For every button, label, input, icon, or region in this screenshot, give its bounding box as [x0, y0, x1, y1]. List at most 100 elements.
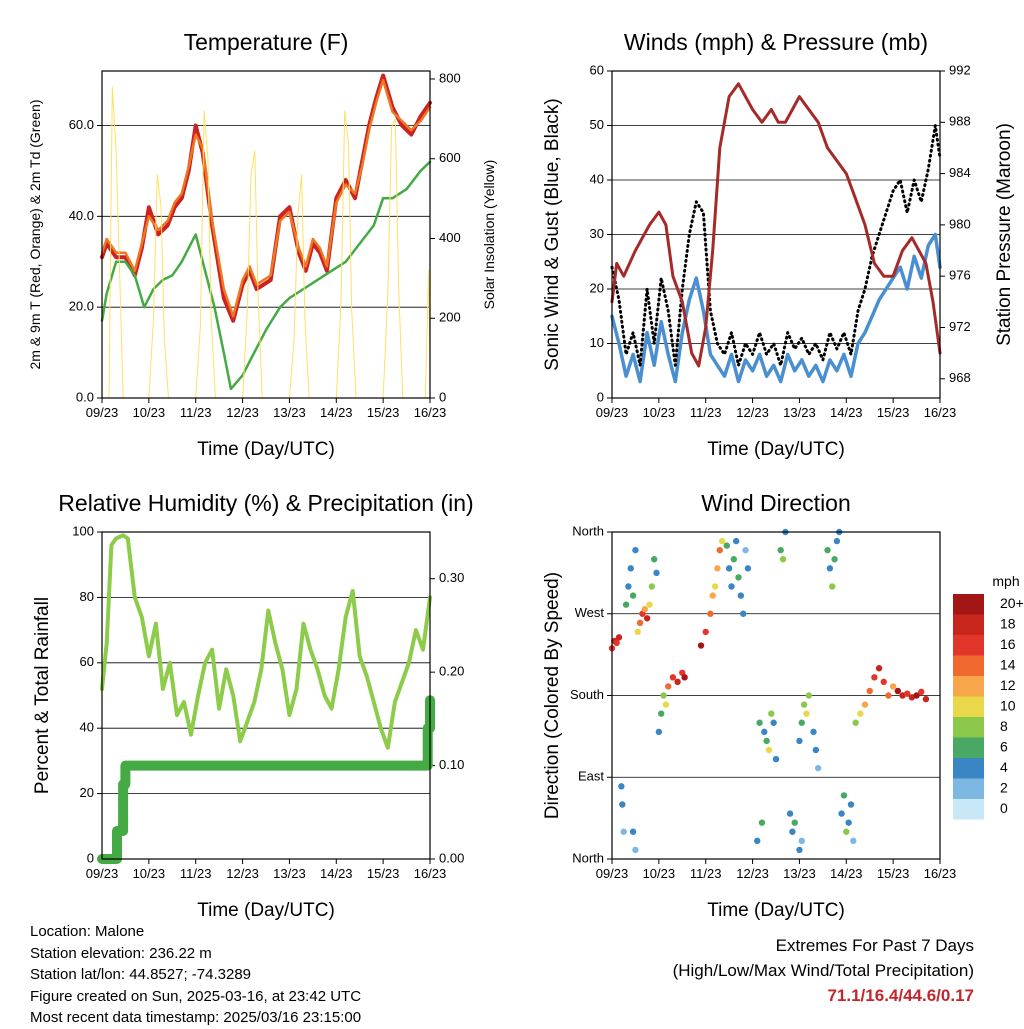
wind-direction-point [894, 687, 902, 695]
winds-y2tick-label: 988 [949, 114, 971, 129]
wind-direction-point [913, 692, 920, 699]
wind-direction-point [833, 537, 841, 545]
wind-direction-point [786, 810, 794, 817]
speed-legend-label: 12 [1000, 677, 1016, 693]
wind-direction-point [875, 665, 883, 672]
wind-direction-point [744, 565, 752, 572]
wind-direction-point [803, 710, 810, 717]
wind-direction-point [619, 801, 626, 808]
wind-direction-point [918, 688, 925, 696]
wind_direction-ytick-label: West [575, 605, 605, 620]
wind_direction-frame [611, 531, 941, 860]
wind-direction-point [789, 828, 796, 835]
humidity-series-relative-humidity [100, 533, 432, 750]
wind-direction-point [922, 695, 930, 703]
humidity-ytick-label: 80 [80, 589, 94, 604]
wind-direction-point [613, 639, 620, 647]
station-elevation: Station elevation: 236.22 m [30, 944, 212, 962]
wind-direction-point [646, 601, 653, 608]
wind-direction-point [847, 801, 855, 808]
wind-direction-point [791, 819, 798, 826]
speed-legend-swatch [953, 799, 984, 820]
wind-direction-point [829, 583, 836, 590]
speed-legend-label: 20+ [1000, 595, 1024, 611]
humidity-ytick-label: 60 [80, 654, 94, 669]
temperature-xtick-label: 16/23 [414, 405, 447, 420]
wind-direction-point [765, 746, 773, 754]
extremes-heading: Extremes For Past 7 Days [775, 936, 974, 955]
speed-legend-label: 2 [1000, 780, 1008, 796]
wind-direction-point [634, 628, 641, 636]
speed-legend-swatch [953, 778, 984, 799]
humidity-title: Relative Humidity (%) & Precipitation (i… [58, 490, 473, 516]
temperature-title: Temperature (F) [184, 29, 349, 55]
speed-legend-swatch [953, 758, 984, 779]
winds-y2tick-label: 980 [949, 216, 971, 231]
temperature-y2label: Solar Insolation (Yellow) [481, 160, 497, 310]
wind-direction-point [871, 674, 878, 681]
wind-direction-point [709, 592, 716, 599]
wind-direction-point [655, 728, 663, 736]
wind-direction-point [723, 542, 730, 549]
wind-direction-point [669, 674, 677, 681]
wind-direction-point [632, 846, 639, 854]
temperature-series-9m-t [100, 78, 432, 318]
wind-direction-point [648, 583, 656, 590]
speed-legend-swatch [953, 614, 984, 635]
humidity-ylabel: Percent & Total Rainfall [32, 597, 53, 794]
speed-legend-label: 14 [1000, 657, 1016, 673]
winds-xtick-label: 12/23 [736, 405, 769, 420]
winds-frame [611, 70, 941, 399]
data-timestamp: Most recent data timestamp: 2025/03/16 2… [30, 1009, 362, 1026]
wind-direction-point [707, 610, 714, 617]
wind-direction-point [838, 810, 845, 817]
wind-direction-point [812, 746, 820, 754]
temperature-xtick-label: 12/23 [226, 405, 259, 420]
speed-legend-swatch [953, 635, 984, 656]
wind-direction-point [660, 692, 667, 699]
wind-direction-point [643, 615, 651, 622]
wind-direction-point [725, 565, 733, 572]
winds-ytick-label: 50 [590, 117, 604, 132]
wind-direction-point [768, 710, 775, 717]
winds-xtick-label: 14/23 [830, 405, 863, 420]
wind-direction-point [735, 574, 742, 581]
winds-series-sonic-wind [610, 232, 942, 384]
wind-direction-point [674, 678, 681, 686]
humidity-xtick-label: 13/23 [273, 866, 306, 881]
wind-direction-point [758, 819, 766, 826]
wind-direction-point [702, 628, 709, 636]
temperature-xtick-label: 11/23 [180, 405, 212, 420]
humidity-frame [101, 531, 431, 860]
winds-xtick-label: 10/23 [643, 405, 676, 420]
wind-direction-point [665, 683, 672, 690]
humidity-xtick-label: 11/23 [180, 866, 212, 881]
wind-direction-point [732, 537, 740, 545]
wind-direction-point [697, 642, 705, 649]
winds-ytick-label: 20 [590, 280, 604, 295]
speed-legend-title: mph [992, 573, 1019, 589]
wind-direction-point [618, 783, 625, 790]
temperature-xtick-label: 15/23 [367, 405, 400, 420]
wind-direction-point [810, 728, 817, 736]
wind-direction-point [840, 792, 848, 799]
temperature-ytick-label: 60.0 [69, 117, 94, 132]
humidity-xlabel: Time (Day/UTC) [197, 900, 335, 921]
humidity-ytick-label: 20 [80, 785, 94, 800]
winds-xlabel: Time (Day/UTC) [707, 439, 845, 460]
temperature-series-solar-insolation [101, 86, 431, 399]
temperature-xtick-label: 10/23 [133, 405, 166, 420]
wind-direction-point [641, 606, 648, 613]
winds-ytick-label: 30 [590, 226, 604, 241]
winds-xtick-label: 09/23 [596, 405, 629, 420]
speed-legend-swatch [953, 737, 984, 758]
winds-ytick-label: 40 [590, 171, 604, 186]
station-info: Location: Malone Station elevation: 236.… [30, 921, 361, 1029]
temperature-series-2m-t [100, 73, 432, 323]
temperature-y2tick-label: 200 [439, 310, 461, 325]
winds-xtick-label: 16/23 [924, 405, 957, 420]
wind_direction-ytick-label: East [578, 769, 604, 784]
station-location: Location: Malone [30, 923, 145, 940]
wind-direction-point [763, 737, 770, 745]
humidity-y2tick-label: 0.10 [439, 757, 464, 772]
